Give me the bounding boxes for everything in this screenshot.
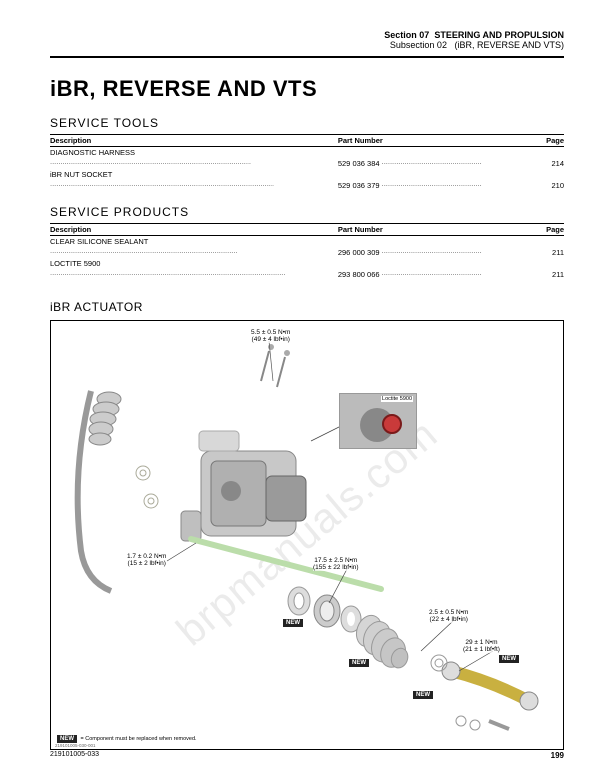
torque-label: 17.5 ± 2.5 N•m(155 ± 22 lbf•in) [313,557,359,571]
new-badge: NEW [349,659,369,667]
desc-text: LOCTITE 5900 [50,259,100,268]
page-header: Section 07 STEERING AND PROPULSION Subse… [50,30,564,56]
col-part-number: Part Number [338,135,482,147]
table-row: CLEAR SILICONE SEALANT .................… [50,236,564,259]
subsection-title: (iBR, REVERSE AND VTS) [454,40,564,50]
service-tools-heading: SERVICE TOOLS [50,116,564,130]
page-number: 199 [551,751,564,760]
service-products-table: Description Part Number Page CLEAR SILIC… [50,223,564,280]
service-products-heading: SERVICE PRODUCTS [50,205,564,219]
new-badge: NEW [413,691,433,699]
loctite-callout: Loctite 5900 [339,393,417,449]
pn-text: 529 036 379 [338,181,382,190]
torque-label: 1.7 ± 0.2 N•m(15 ± 2 lbf•in) [127,553,166,567]
pn-text: 296 000 309 [338,248,382,257]
exploded-view-svg [51,321,563,750]
torque-label: 2.5 ± 0.5 N•m(22 ± 4 lbf•in) [429,609,468,623]
desc-text: iBR NUT SOCKET [50,170,112,179]
page-title: iBR, REVERSE AND VTS [50,76,564,102]
desc-text: DIAGNOSTIC HARNESS [50,148,135,157]
doc-number: 219101005-033 [50,751,99,760]
section-title: STEERING AND PROPULSION [434,30,564,40]
torque-label: 29 ± 1 N•m(21 ± 1 lbf•ft) [463,639,500,653]
diagram-legend: NEW = Component must be replaced when re… [57,735,197,743]
section-label: Section 07 [384,30,429,40]
col-part-number: Part Number [338,224,482,236]
loctite-label: Loctite 5900 [381,396,413,402]
pg-text: 211 [482,236,564,259]
figure-code: 219101005-030-001 [55,743,96,748]
pg-text: 211 [482,258,564,280]
page-footer: 219101005-033 199 [50,751,564,760]
pg-text: 210 [482,169,564,191]
table-row: iBR NUT SOCKET .........................… [50,169,564,191]
table-row: DIAGNOSTIC HARNESS .....................… [50,147,564,170]
diagram-title: iBR ACTUATOR [50,300,564,314]
subsection-label: Subsection 02 [390,40,447,50]
pn-text: 529 036 384 [338,159,382,168]
col-description: Description [50,135,338,147]
pg-text: 214 [482,147,564,170]
col-description: Description [50,224,338,236]
desc-text: CLEAR SILICONE SEALANT [50,237,148,246]
legend-text: = Component must be replaced when remove… [81,736,197,742]
col-page: Page [482,224,564,236]
col-page: Page [482,135,564,147]
pn-text: 293 800 066 [338,270,382,279]
torque-label: 5.5 ± 0.5 N•m(49 ± 4 lbf•in) [251,329,290,343]
new-badge: NEW [499,655,519,663]
table-row: LOCTITE 5900 ...........................… [50,258,564,280]
new-badge: NEW [283,619,303,627]
diagram-frame: brpmanuals.com [50,320,564,750]
header-rule [50,56,564,58]
service-tools-table: Description Part Number Page DIAGNOSTIC … [50,134,564,191]
new-badge-icon: NEW [57,735,77,743]
